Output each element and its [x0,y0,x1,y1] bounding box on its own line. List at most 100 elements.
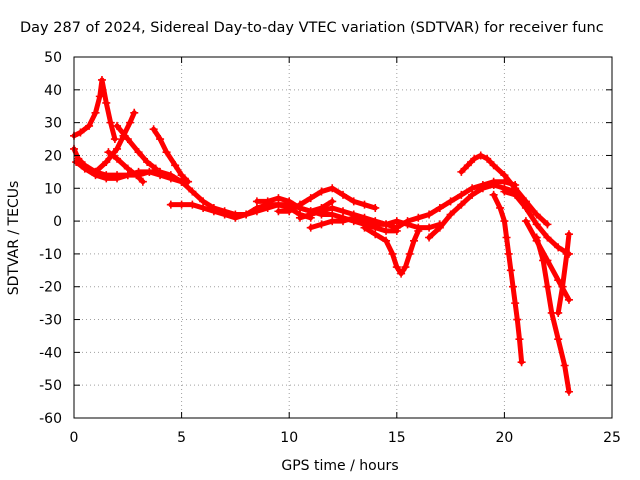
data-point [143,158,152,167]
y-tick-labels: 50 40 30 20 10 0 -10 -20 -30 -40 -50 -60 [39,50,62,427]
data-point [496,203,505,212]
data-point [317,187,326,196]
data-point [102,174,111,183]
data-point [554,335,563,344]
y-tick-label: 30 [44,116,62,132]
data-point [401,263,410,272]
data-point [392,263,401,272]
data-point [371,230,380,239]
data-point [500,187,509,196]
data-point [476,151,485,160]
data-point [509,282,518,291]
data-point [106,118,115,127]
data-point [532,236,541,245]
data-point [306,223,315,232]
x-tick-label: 15 [388,430,406,446]
data-point [285,197,294,206]
data-point [463,161,472,170]
data-point [110,135,119,144]
x-tick-label: 0 [70,430,79,446]
data-point [104,148,113,157]
data-point [388,249,397,258]
data-point [317,207,326,216]
data-point [263,197,272,206]
series-layer [70,75,573,396]
data-series [500,187,573,258]
data-point [502,233,511,242]
data-point [543,256,552,265]
data-point [220,207,229,216]
data-point [513,315,522,324]
data-point [532,220,541,229]
data-point [489,190,498,199]
data-point [511,190,520,199]
data-point [102,98,111,107]
series-line [362,225,421,277]
data-point [252,207,261,216]
data-point [199,197,208,206]
data-point [500,217,509,226]
data-point [470,154,479,163]
data-point [295,200,304,209]
data-point [425,210,434,219]
axis-ticks [73,56,613,419]
data-point [478,184,487,193]
data-point [489,161,498,170]
data-point [171,161,180,170]
data-point [91,167,100,176]
data-point [339,217,347,226]
data-point [145,167,154,176]
data-point [532,210,541,219]
data-point [134,148,143,157]
y-tick-label: -60 [39,411,62,427]
data-point [382,236,391,245]
chart-title: Day 287 of 2024, Sidereal Day-to-day VTE… [20,20,604,36]
data-point [425,223,434,232]
data-point [177,200,186,209]
data-series [489,190,526,367]
data-point [188,187,197,196]
data-point [543,220,552,229]
data-point [560,361,569,370]
data-point [405,249,414,258]
data-series [252,194,337,216]
data-point [149,125,158,134]
data-point [392,223,401,232]
data-point [564,230,573,239]
data-point [339,190,347,199]
data-point [123,135,132,144]
data-point [500,171,509,180]
data-point [166,200,175,209]
data-point [76,128,85,137]
data-point [339,207,347,216]
data-point [506,266,515,275]
y-tick-label: 50 [44,50,62,66]
data-point [515,335,524,344]
data-point [371,220,380,229]
data-point [562,249,571,258]
data-point [403,217,412,226]
data-point [558,282,567,291]
data-point [188,200,197,209]
data-point [97,75,106,84]
data-point [317,220,326,229]
data-point [504,249,513,258]
data-series [104,148,147,186]
data-point [543,233,552,242]
x-axis-title: GPS time / hours [281,458,398,474]
data-point [554,308,563,317]
data-point [113,154,122,163]
data-series [425,180,520,242]
data-point [435,203,444,212]
data-point [138,177,147,186]
data-series [360,223,423,278]
data-point [123,164,132,173]
x-tick-label: 25 [603,430,621,446]
data-point [328,217,337,226]
data-point [521,203,530,212]
data-point [156,135,165,144]
data-point [414,213,423,222]
data-series [274,184,380,216]
data-point [113,121,122,130]
data-point [468,190,477,199]
